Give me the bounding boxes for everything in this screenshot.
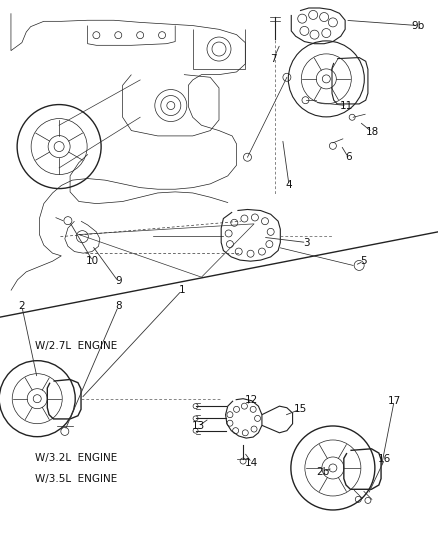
Text: 15: 15 [293,405,307,414]
Text: 1: 1 [178,286,185,295]
Text: 10: 10 [86,256,99,266]
Text: 12: 12 [245,395,258,405]
Text: 6: 6 [345,152,352,162]
Text: 2: 2 [18,302,25,311]
Text: W/3.5L  ENGINE: W/3.5L ENGINE [35,474,117,483]
Text: 5: 5 [360,256,367,266]
Text: 17: 17 [388,396,401,406]
Text: 13: 13 [191,422,205,431]
Text: 8: 8 [115,302,122,311]
Text: 18: 18 [366,127,379,137]
Text: 2b: 2b [317,467,330,477]
Text: 3: 3 [303,238,310,247]
Text: 4: 4 [286,181,293,190]
Text: 7: 7 [270,54,277,63]
Text: 11: 11 [340,101,353,110]
Text: W/2.7L  ENGINE: W/2.7L ENGINE [35,342,117,351]
Text: 14: 14 [245,458,258,467]
Text: W/3.2L  ENGINE: W/3.2L ENGINE [35,454,117,463]
Text: 9: 9 [115,277,122,286]
Text: 9b: 9b [412,21,425,30]
Text: 16: 16 [378,455,391,464]
